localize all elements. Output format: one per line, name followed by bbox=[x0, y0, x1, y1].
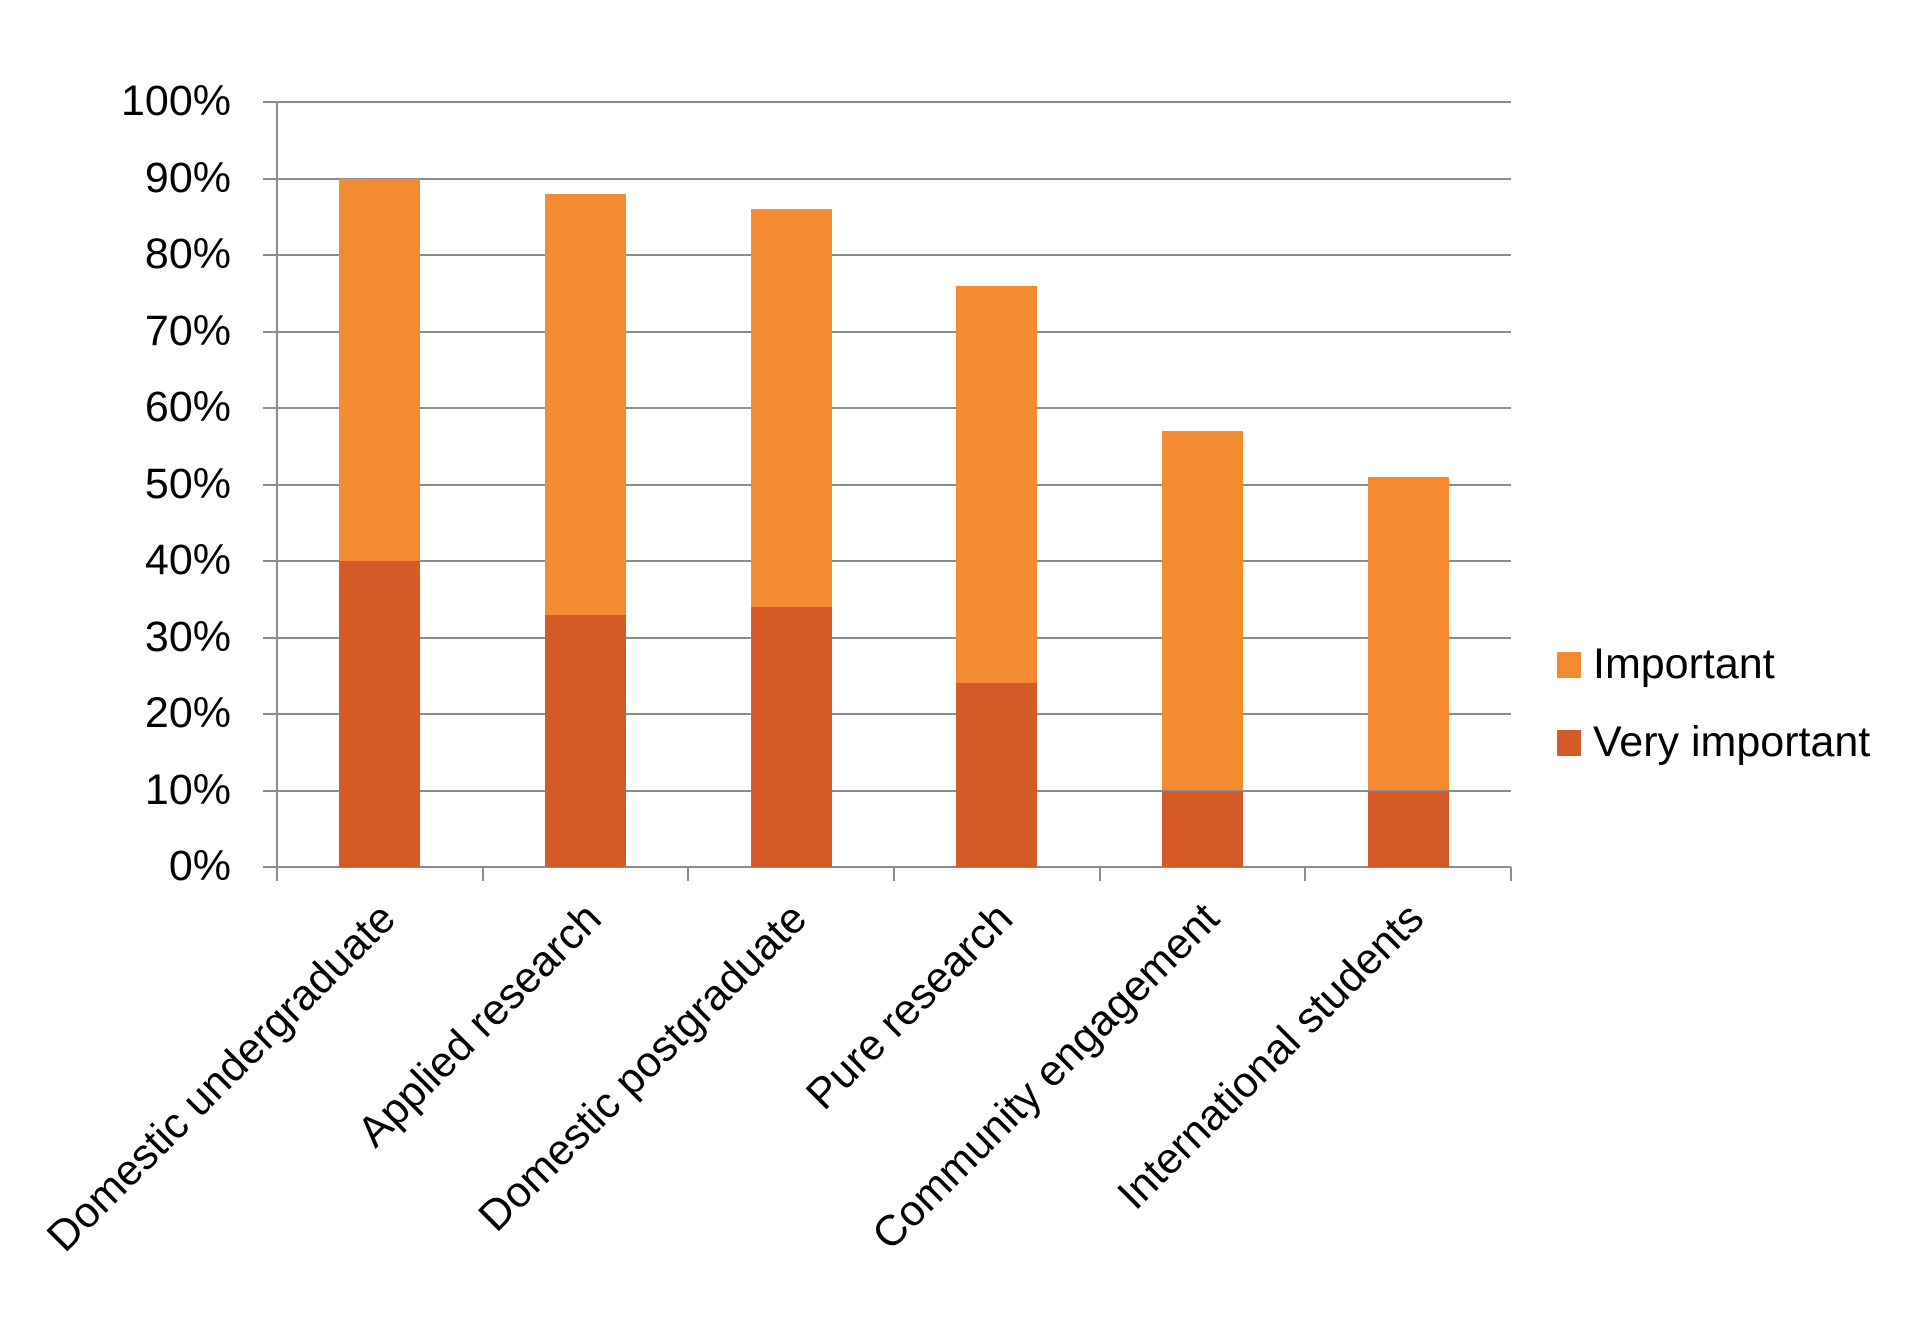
x-tick bbox=[1510, 867, 1512, 881]
y-tick-label: 50% bbox=[144, 459, 231, 508]
y-tick-label: 10% bbox=[144, 765, 231, 814]
bar-segment-important bbox=[956, 285, 1038, 684]
bar-segment-important bbox=[1162, 430, 1243, 791]
bar-segment-very-important bbox=[1162, 790, 1243, 867]
bar-segment-very-important bbox=[545, 614, 626, 867]
y-tick-label: 30% bbox=[144, 612, 231, 661]
y-tick-label: 80% bbox=[144, 230, 231, 278]
gridline bbox=[263, 177, 1511, 180]
y-tick-label: 60% bbox=[144, 383, 231, 431]
gridline bbox=[263, 713, 1511, 715]
x-tick bbox=[1098, 867, 1101, 881]
legend-swatch-very-important-icon bbox=[1557, 729, 1581, 756]
x-category-label: Domestic undergraduate bbox=[37, 894, 405, 1261]
gridline bbox=[263, 636, 1511, 639]
y-axis-line bbox=[276, 102, 278, 881]
gridline bbox=[263, 101, 1511, 103]
bar-segment-very-important bbox=[750, 606, 832, 867]
gridline bbox=[263, 330, 1511, 333]
gridline bbox=[263, 866, 1511, 868]
y-tick-label: 90% bbox=[144, 153, 231, 202]
legend-item-very-important: Very important bbox=[1557, 718, 1870, 767]
x-tick bbox=[1304, 867, 1307, 881]
x-category-label: Pure research bbox=[796, 894, 1022, 1119]
y-tick-label: 40% bbox=[144, 536, 231, 584]
y-tick-label: 0% bbox=[168, 842, 231, 890]
legend-label-important: Important bbox=[1593, 640, 1775, 688]
x-tick bbox=[276, 867, 278, 881]
y-tick-label: 70% bbox=[144, 306, 231, 355]
y-tick-label: 100% bbox=[121, 77, 231, 125]
bar-segment-important bbox=[1367, 476, 1449, 791]
bar-segment-important bbox=[339, 178, 421, 561]
x-tick bbox=[893, 867, 895, 881]
bar-segment-very-important bbox=[956, 683, 1038, 867]
legend-swatch-important-icon bbox=[1557, 651, 1581, 678]
legend-label-very-important: Very important bbox=[1593, 718, 1871, 766]
gridline bbox=[263, 407, 1511, 409]
y-tick-label: 20% bbox=[144, 689, 231, 737]
x-tick bbox=[687, 867, 690, 881]
gridline bbox=[263, 560, 1511, 562]
bar-segment-important bbox=[750, 209, 832, 607]
gridline bbox=[263, 254, 1511, 256]
legend-item-important: Important bbox=[1557, 640, 1775, 689]
bar-segment-very-important bbox=[1367, 790, 1449, 867]
gridline bbox=[263, 789, 1511, 792]
bar-segment-very-important bbox=[339, 561, 421, 867]
bar-segment-important bbox=[545, 193, 626, 615]
gridline bbox=[263, 483, 1511, 486]
x-category-label: Community engagement bbox=[862, 894, 1228, 1260]
x-tick bbox=[481, 867, 484, 881]
